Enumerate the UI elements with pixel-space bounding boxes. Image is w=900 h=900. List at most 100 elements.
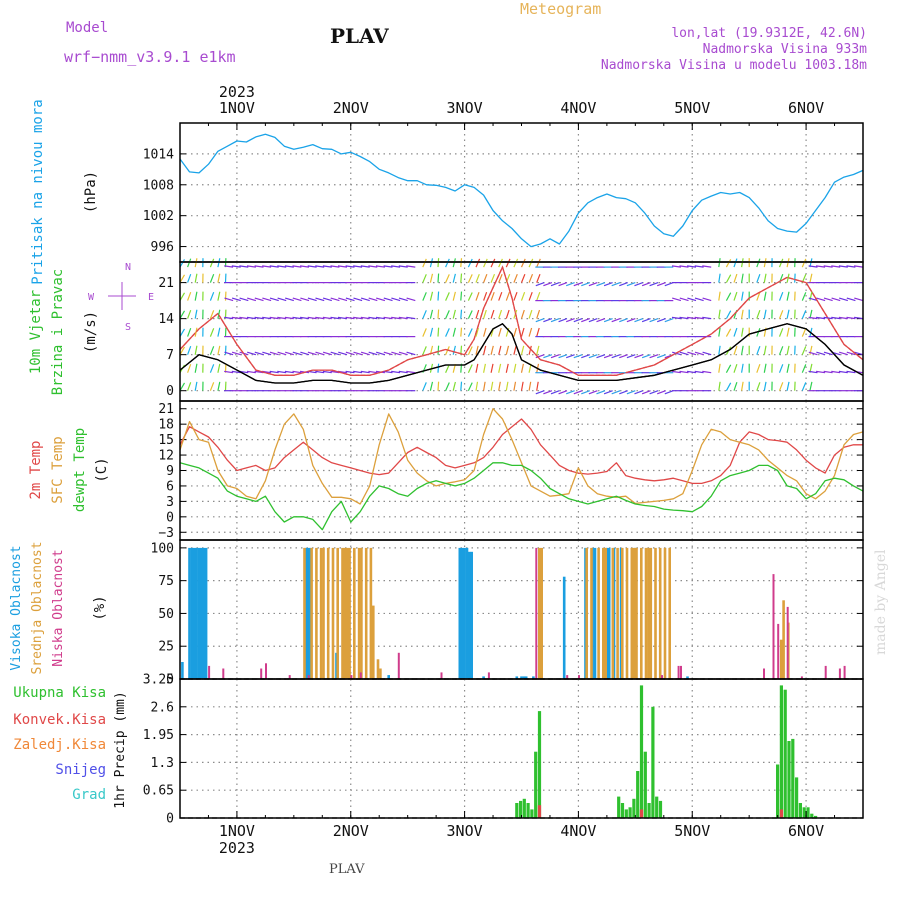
wind-arrow	[702, 265, 712, 268]
cloud-low-bar	[824, 665, 827, 679]
wind-arrow	[558, 390, 568, 395]
wind-arrow	[445, 328, 450, 337]
wind-arrow	[353, 370, 363, 374]
wind-arrow	[687, 297, 697, 302]
wind-arrow	[262, 265, 272, 268]
wind-arrow	[543, 354, 553, 359]
wind-arrow	[656, 318, 666, 323]
cloud-mid-bar	[625, 547, 629, 679]
wind-arrow	[452, 273, 456, 283]
precip-total-bar	[783, 689, 787, 818]
bottom-xtick-label: 3NOV	[447, 822, 483, 840]
wind-arrow	[445, 274, 450, 283]
wind-arrow	[854, 265, 864, 268]
cloud-high-bar	[463, 547, 466, 679]
top-xtick-label: 1NOV	[219, 99, 255, 117]
wind-arrow	[292, 316, 302, 320]
wind-arrow	[763, 363, 767, 373]
wind-arrow	[475, 327, 479, 337]
cloud-ytick-label: 0	[166, 673, 174, 688]
wind-arrow	[725, 382, 732, 391]
cloud-mid-bar	[663, 547, 667, 679]
wind-arrow	[460, 327, 463, 337]
wind-arrow	[498, 363, 502, 373]
cloud-mid-bar	[345, 547, 349, 679]
cloud-mid-bar	[782, 600, 785, 679]
wind-arrow	[801, 364, 807, 373]
wind-arrow	[490, 309, 495, 319]
precip-total-bar	[776, 764, 780, 818]
precip-ytick-label: 0	[166, 812, 174, 827]
wind-arrow	[741, 363, 744, 373]
wind-arrow	[778, 346, 784, 355]
wind-arrow	[543, 390, 553, 395]
cloud-low-bar	[677, 665, 680, 679]
precip-total-bar	[515, 803, 519, 818]
wind-arrow	[671, 316, 681, 320]
precip-total-bar	[802, 807, 806, 818]
wind-arrow	[429, 291, 434, 301]
wind-arrow	[391, 351, 401, 356]
wind-arrow	[536, 381, 539, 391]
wind-arrow	[733, 258, 738, 268]
cloud-mid-bar	[540, 547, 543, 679]
wind-arrow	[778, 328, 784, 337]
precip-total-bar	[798, 803, 802, 818]
wind-arrow	[550, 282, 560, 287]
precip-total-bar	[632, 798, 636, 818]
wind-arrow	[808, 351, 818, 356]
wind-arrow	[846, 351, 856, 356]
wind-arrow	[763, 273, 767, 283]
wind-arrow	[437, 291, 440, 301]
wind-arrow	[467, 382, 473, 391]
wind-arrow	[422, 258, 427, 268]
cloud-mid-bar	[315, 547, 318, 679]
wind-arrow	[756, 291, 761, 301]
wind-arrow	[292, 370, 302, 374]
wind-arrow	[786, 345, 790, 355]
wind-arrow	[307, 265, 317, 268]
cloud-mid-bar	[635, 547, 638, 679]
cloud-high-bar	[387, 675, 390, 679]
wind-arrow	[536, 291, 541, 301]
wind-arrow	[778, 364, 784, 373]
precip-total-bar	[791, 738, 795, 818]
cloud-high-bar	[465, 547, 469, 679]
wind-arrow	[483, 345, 487, 355]
wind-arrow	[694, 265, 704, 268]
wind-arrow	[452, 327, 456, 337]
wind-arrow	[854, 351, 864, 356]
cloud-mid-axis-title: Srednja Oblacnost	[30, 541, 45, 674]
wind-arrow	[846, 297, 856, 302]
wind-arrow	[649, 354, 659, 359]
wind-arrow	[284, 265, 294, 268]
wind-arrow	[277, 297, 287, 302]
wind-arrow	[209, 382, 215, 391]
wind-arrow	[460, 309, 463, 319]
wind-arrow	[823, 351, 833, 356]
cloud-high-bar	[593, 547, 597, 679]
wind-arrow	[702, 316, 712, 320]
temperature-ytick-label: 15	[158, 433, 174, 448]
precip-total-bar	[795, 777, 799, 818]
wind-arrow	[535, 354, 545, 359]
wind-arrow	[619, 318, 628, 323]
wind-arrow	[498, 327, 502, 337]
wind-arrow	[809, 273, 813, 283]
wind-arrow	[398, 370, 408, 374]
wind-arrow	[231, 316, 241, 320]
cloud-low-bar	[222, 668, 225, 679]
wind-arrow	[490, 291, 495, 301]
cloud-mid-bar	[310, 547, 313, 679]
cloud-mid-bar	[364, 547, 368, 679]
wind-arrow	[475, 345, 479, 355]
sfctemp-axis-title: SFC Temp	[50, 436, 66, 503]
wind-arrow	[679, 297, 689, 302]
wind-arrow	[741, 273, 744, 283]
precip-total-bar	[522, 798, 526, 818]
wind-arrow	[330, 316, 340, 320]
wind-arrow	[596, 282, 606, 287]
wind-arrow	[641, 282, 651, 287]
wind-arrow	[300, 351, 310, 356]
wind-arrow	[718, 309, 721, 319]
